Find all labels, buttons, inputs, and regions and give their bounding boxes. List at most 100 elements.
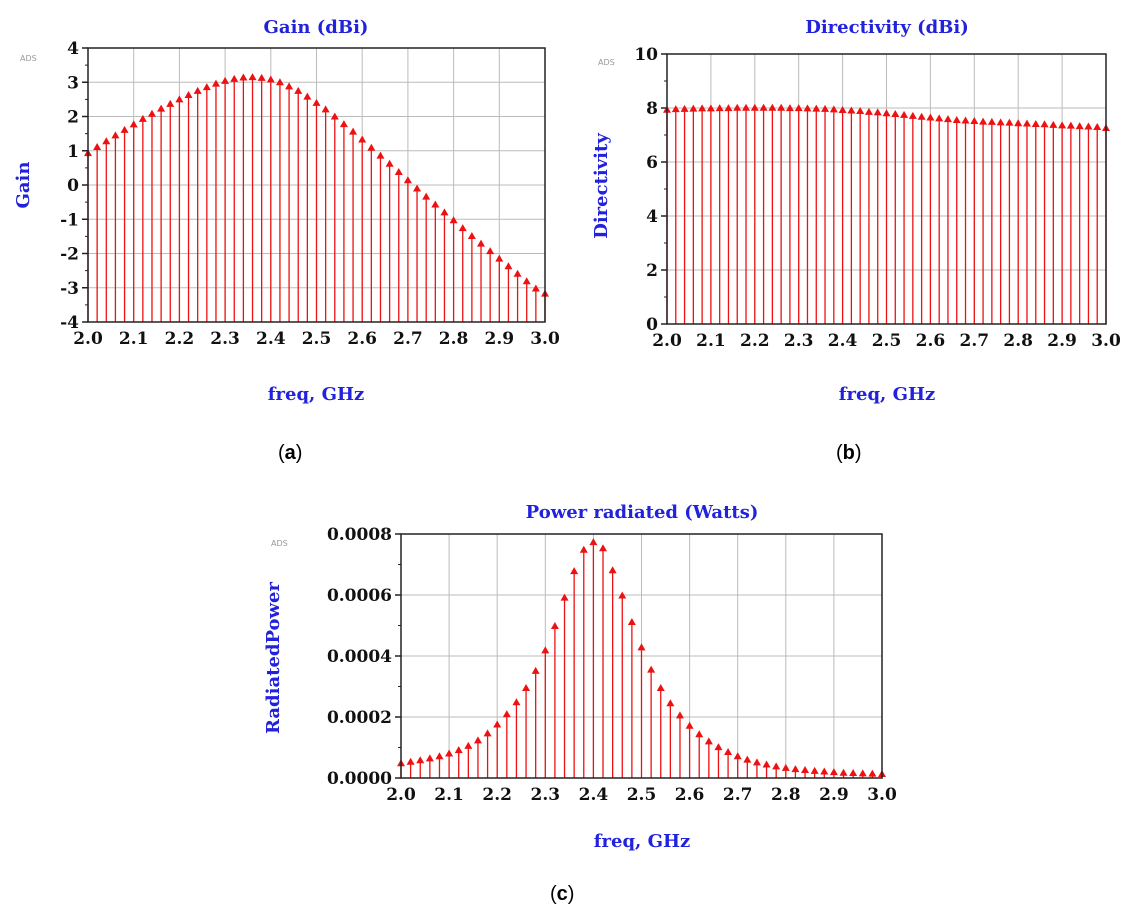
data-point-marker	[637, 643, 646, 651]
data-point-marker	[856, 107, 865, 115]
data-point-marker	[541, 646, 550, 654]
y-tick-label: 0	[646, 315, 658, 335]
data-point-marker	[926, 113, 935, 121]
y-tick-label: 0.0008	[327, 525, 392, 545]
y-tick-label: 0	[67, 176, 79, 196]
data-point-marker	[900, 110, 909, 118]
data-point-marker	[803, 104, 812, 112]
x-tick-label: 2.4	[579, 785, 609, 805]
x-tick-label: 2.4	[828, 331, 858, 351]
data-point-marker	[175, 95, 184, 103]
x-tick-label: 2.1	[696, 331, 726, 351]
data-point-marker	[666, 699, 675, 707]
data-point-marker	[394, 168, 403, 176]
data-point-marker	[750, 103, 759, 111]
data-point-marker	[791, 765, 800, 773]
data-point-marker	[743, 755, 752, 763]
y-tick-label: 6	[646, 153, 658, 173]
data-point-marker	[1014, 119, 1023, 127]
y-tick-label: 0.0004	[327, 647, 392, 667]
data-point-marker	[531, 284, 540, 292]
data-point-marker	[589, 538, 598, 546]
data-point-marker	[358, 135, 367, 143]
data-point-marker	[349, 127, 358, 135]
data-point-marker	[157, 104, 166, 112]
x-tick-label: 2.2	[482, 785, 512, 805]
data-point-marker	[873, 108, 882, 116]
data-point-marker	[513, 269, 522, 277]
data-point-marker	[367, 143, 376, 151]
data-point-marker	[339, 120, 348, 128]
data-point-marker	[917, 112, 926, 120]
data-point-marker	[772, 762, 781, 770]
data-point-marker	[952, 115, 961, 123]
data-point-marker	[330, 112, 339, 120]
radiated-power-chart: Power radiated (Watts) ADS 2.0 2.1 2.2 2.3 2…	[263, 502, 897, 852]
x-tick-label: 2.6	[347, 329, 377, 349]
directivity-chart-xlabel: freq, GHz	[839, 384, 935, 405]
data-point-marker	[502, 710, 511, 718]
data-point-marker	[522, 277, 531, 285]
data-point-marker	[184, 90, 193, 98]
x-tick-label: 2.3	[784, 331, 814, 351]
directivity-chart: Directivity (dBi) ADS 2.0 2.1 2.2 2.3 2.4 2.5…	[591, 17, 1121, 405]
x-tick-label: 2.1	[434, 785, 464, 805]
y-tick-label: 0.0000	[327, 769, 392, 789]
data-point-marker	[570, 567, 579, 575]
x-tick-label: 2.5	[302, 329, 332, 349]
data-point-marker	[266, 75, 275, 83]
x-tick-label: 2.9	[819, 785, 849, 805]
data-point-marker	[531, 666, 540, 674]
x-tick-label: 2.9	[1047, 331, 1077, 351]
data-point-marker	[829, 105, 838, 113]
data-point-marker	[512, 698, 521, 706]
data-point-marker	[239, 73, 248, 81]
data-point-marker	[294, 86, 303, 94]
directivity-chart-ylabel: Directivity	[591, 133, 612, 239]
x-tick-label: 2.9	[485, 329, 515, 349]
data-point-marker	[695, 730, 704, 738]
y-tick-label: 0.0006	[327, 586, 392, 606]
data-point-marker	[211, 79, 220, 87]
data-point-marker	[849, 769, 858, 777]
x-tick-label: 2.8	[1003, 331, 1033, 351]
data-point-marker	[810, 766, 819, 774]
data-point-marker	[812, 104, 821, 112]
data-point-marker	[987, 117, 996, 125]
data-point-marker	[550, 622, 559, 630]
data-point-marker	[413, 184, 422, 192]
data-point-marker	[166, 99, 175, 107]
data-point-marker	[868, 769, 877, 777]
data-point-marker	[464, 741, 473, 749]
data-point-marker	[221, 76, 230, 84]
x-tick-label: 2.3	[210, 329, 240, 349]
data-point-marker	[120, 125, 129, 133]
data-point-marker	[680, 104, 689, 112]
data-point-marker	[733, 103, 742, 111]
gain-chart-title: Gain (dBi)	[264, 17, 369, 38]
x-tick-label: 3.0	[530, 329, 560, 349]
caption-a: (a)	[278, 442, 303, 464]
data-point-marker	[715, 104, 724, 112]
data-point-marker	[685, 721, 694, 729]
data-point-marker	[627, 618, 636, 626]
y-tick-label: 0.0002	[327, 708, 392, 728]
data-point-marker	[838, 105, 847, 113]
data-point-marker	[724, 104, 733, 112]
data-point-marker	[1005, 118, 1014, 126]
data-point-marker	[656, 683, 665, 691]
data-point-marker	[147, 109, 156, 117]
data-point-marker	[248, 73, 257, 81]
data-point-marker	[285, 82, 294, 90]
data-point-marker	[858, 769, 867, 777]
data-point-marker	[129, 120, 138, 128]
x-tick-label: 2.2	[740, 331, 770, 351]
data-point-marker	[467, 232, 476, 240]
data-point-marker	[230, 74, 239, 82]
data-point-marker	[486, 247, 495, 255]
plot-frame	[87, 47, 546, 323]
data-point-marker	[111, 131, 120, 139]
data-point-marker	[1022, 119, 1031, 127]
data-point-marker	[102, 137, 111, 145]
ads-tag: ADS	[20, 54, 37, 63]
